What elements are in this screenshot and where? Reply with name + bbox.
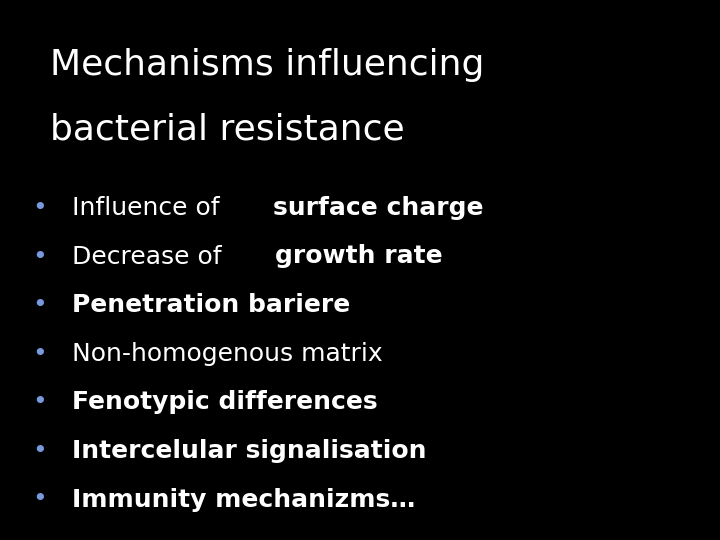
Text: •: • [32, 293, 47, 317]
Text: growth rate: growth rate [275, 245, 443, 268]
Text: •: • [32, 439, 47, 463]
Text: Fenotypic differences: Fenotypic differences [72, 390, 377, 414]
Text: •: • [32, 390, 47, 414]
Text: •: • [32, 245, 47, 268]
Text: Penetration bariere: Penetration bariere [72, 293, 350, 317]
Text: Intercelular signalisation: Intercelular signalisation [72, 439, 426, 463]
Text: •: • [32, 488, 47, 511]
Text: Immunity mechanizms…: Immunity mechanizms… [72, 488, 415, 511]
Text: Non-homogenous matrix: Non-homogenous matrix [72, 342, 382, 366]
Text: Influence of: Influence of [72, 196, 228, 220]
Text: Decrease of: Decrease of [72, 245, 230, 268]
Text: •: • [32, 196, 47, 220]
Text: Mechanisms influencing: Mechanisms influencing [50, 48, 485, 82]
Text: •: • [32, 342, 47, 366]
Text: bacterial resistance: bacterial resistance [50, 113, 405, 146]
Text: surface charge: surface charge [273, 196, 483, 220]
